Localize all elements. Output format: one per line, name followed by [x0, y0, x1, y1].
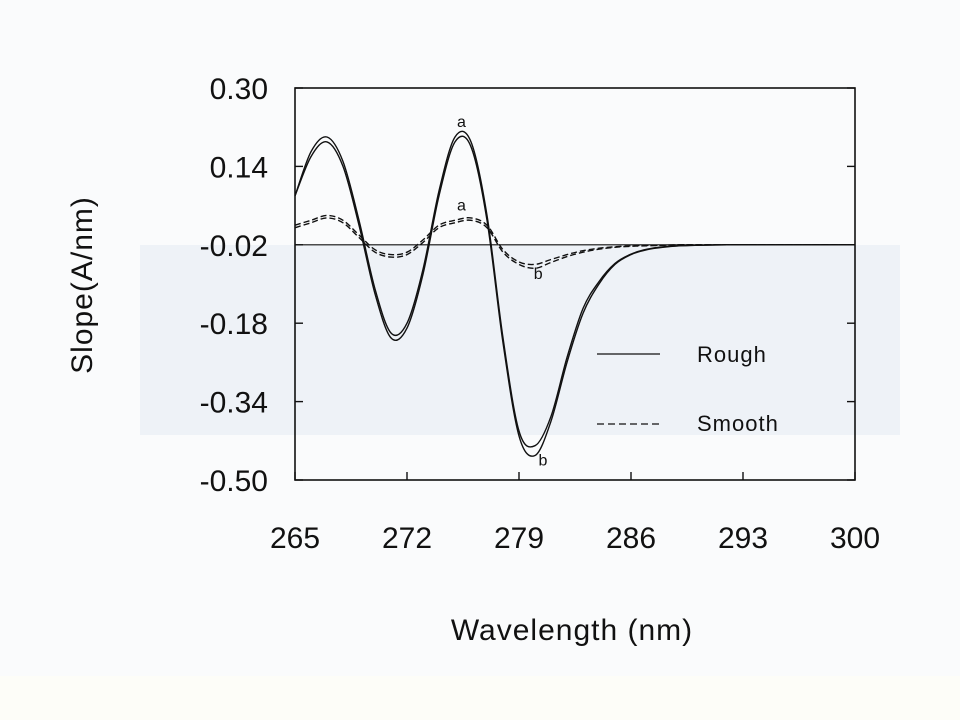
series-line-smooth-2 [294, 217, 855, 270]
x-tick-label: 300 [830, 522, 880, 555]
y-tick-label: 0.30 [210, 73, 268, 106]
annotation-label: b [534, 266, 543, 283]
x-tick-label: 293 [718, 522, 768, 555]
series-line-rough-1 [294, 135, 855, 457]
scan-background-band [140, 245, 900, 435]
annotation-label: a [457, 114, 466, 131]
y-tick-label: 0.14 [210, 151, 268, 184]
annotations: a a b b [457, 114, 548, 469]
x-axis: 265 272 279 286 293 300 [270, 472, 880, 555]
x-tick-label: 286 [606, 522, 656, 555]
scan-bottom-band [0, 676, 960, 720]
x-axis-title: Wavelength (nm) [451, 614, 693, 647]
y-tick-label: -0.18 [200, 308, 268, 341]
annotation-label: b [539, 452, 548, 469]
series-line-smooth-1 [294, 214, 855, 266]
legend-label-rough: Rough [697, 342, 767, 367]
y-tick-label: -0.50 [200, 465, 268, 498]
y-tick-label: -0.34 [200, 387, 268, 420]
y-tick-label: -0.02 [200, 230, 268, 263]
legend: Rough Smooth [597, 342, 779, 436]
series-line-rough-2 [294, 130, 855, 448]
x-tick-label: 272 [382, 522, 432, 555]
y-axis: 0.30 0.14 -0.02 -0.18 -0.34 -0.50 [200, 73, 855, 498]
annotation-label: a [457, 198, 466, 215]
x-tick-label: 265 [270, 522, 320, 555]
legend-label-smooth: Smooth [697, 411, 779, 436]
series-layer [294, 130, 855, 457]
x-tick-label: 279 [494, 522, 544, 555]
plot-frame [294, 87, 856, 481]
y-axis-title: Slope(A/nm) [66, 196, 99, 374]
